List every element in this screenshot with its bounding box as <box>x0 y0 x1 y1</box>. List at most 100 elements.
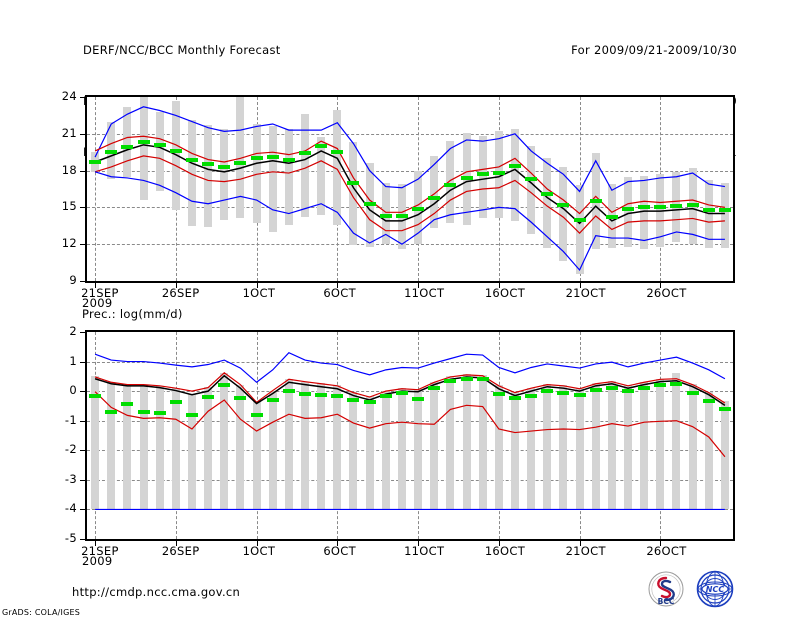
observed-marker <box>266 398 279 402</box>
y-axis-tick-mark <box>80 509 85 511</box>
observed-marker <box>169 400 182 405</box>
observed-marker <box>412 206 425 211</box>
y-axis-tick-mark <box>80 332 85 333</box>
ensemble-spread-bar <box>349 142 358 246</box>
y-axis-tick-label: 0 <box>69 383 77 398</box>
ensemble-spread-bar <box>171 387 180 510</box>
x-axis-tick-mark <box>95 283 97 288</box>
precipitation-title: Prec.: log(mm/d) <box>82 307 183 321</box>
observed-marker <box>105 150 118 155</box>
observed-marker <box>508 163 521 168</box>
y-axis-tick-mark <box>80 539 85 540</box>
ensemble-spread-bar <box>430 381 439 510</box>
y-axis-tick-label: -4 <box>64 501 77 516</box>
grads-credit: GrADS: COLA/IGES <box>2 608 81 617</box>
observed-marker <box>460 175 473 180</box>
x-axis-tick-label: 21OCT <box>565 286 606 300</box>
series-min <box>94 171 725 272</box>
ensemble-spread-bar <box>91 375 100 510</box>
ensemble-spread-bar <box>559 166 568 262</box>
observed-marker <box>185 157 198 162</box>
x-axis-tick-label: 26SEP <box>161 544 200 558</box>
ensemble-spread-bar <box>317 382 326 510</box>
observed-marker <box>379 393 392 398</box>
observed-marker <box>686 202 699 207</box>
precipitation-plot-area <box>85 330 735 541</box>
ensemble-spread-bar <box>559 385 568 510</box>
observed-marker <box>557 202 570 207</box>
ensemble-spread-bar <box>301 114 310 218</box>
y-axis-tick-mark <box>80 133 85 135</box>
y-axis-tick-label: 9 <box>69 273 77 287</box>
gridline-horizontal <box>87 244 733 246</box>
observed-marker <box>266 155 279 160</box>
y-axis-tick-mark <box>80 479 85 481</box>
observed-marker <box>331 394 344 399</box>
observed-marker <box>589 387 602 392</box>
y-axis-tick-label: -1 <box>64 412 77 427</box>
ensemble-spread-bar <box>365 396 374 510</box>
y-axis-tick-mark <box>80 420 85 422</box>
observed-marker <box>541 191 554 196</box>
ensemble-spread-bar <box>187 393 196 510</box>
observed-marker <box>412 397 425 402</box>
observed-marker <box>363 400 376 405</box>
ensemble-spread-bar <box>607 380 616 510</box>
ensemble-spread-bar <box>527 146 536 235</box>
observed-marker <box>702 398 715 403</box>
series-lower_quartile <box>94 155 725 235</box>
agency-logos: BCC NCC <box>644 570 754 610</box>
y-axis-tick-label: -3 <box>64 471 77 486</box>
bcc-logo: BCC <box>648 571 684 607</box>
observed-marker <box>137 410 150 415</box>
ensemble-spread-bar <box>236 385 245 510</box>
ensemble-spread-bar <box>123 106 132 177</box>
series-lines <box>94 351 726 511</box>
observed-marker <box>169 148 182 153</box>
observed-marker <box>218 382 231 387</box>
ensemble-spread-bar <box>510 391 519 510</box>
observed-marker <box>105 410 118 415</box>
x-axis-tick-mark <box>175 283 177 288</box>
x-axis-tick-mark <box>337 541 339 546</box>
series-upper_quartile <box>94 372 726 404</box>
observed-marker <box>444 378 457 383</box>
source-url[interactable]: http://cmdp.ncc.cma.gov.cn <box>72 585 241 599</box>
x-axis-tick-label: 16OCT <box>484 286 526 300</box>
y-axis-tick-mark <box>80 244 85 246</box>
ensemble-spread-bar <box>139 384 148 510</box>
observed-marker <box>525 177 538 182</box>
observed-marker <box>218 164 231 169</box>
observed-marker <box>541 388 554 393</box>
observed-marker <box>476 172 489 177</box>
x-axis-tick-label: 26SEP <box>161 286 200 300</box>
x-axis-tick-label: 21SEP <box>81 544 119 558</box>
x-axis-tick-label: 16OCT <box>484 544 526 558</box>
observed-marker <box>363 201 376 206</box>
y-axis-tick-mark <box>80 281 85 282</box>
ensemble-spread-bar <box>187 120 196 226</box>
observed-marker <box>347 180 360 185</box>
ensemble-spread-bar <box>381 182 390 245</box>
y-axis-tick-mark <box>80 207 85 209</box>
ensemble-spread-bar <box>252 123 261 224</box>
ensemble-spread-bar <box>656 378 665 510</box>
ensemble-spread-bar <box>704 391 713 510</box>
x-axis-tick-mark <box>256 283 258 288</box>
observed-marker <box>185 412 198 417</box>
ensemble-spread-bar <box>107 382 116 510</box>
observed-marker <box>573 392 586 397</box>
ensemble-spread-bar <box>430 155 439 229</box>
observed-marker <box>460 376 473 381</box>
observed-marker <box>331 150 344 155</box>
observed-marker <box>476 377 489 382</box>
observed-marker <box>121 145 134 150</box>
ensemble-spread-bar <box>543 383 552 510</box>
observed-marker <box>508 395 521 400</box>
y-axis-tick-label: -5 <box>64 531 77 545</box>
ensemble-spread-bar <box>462 373 471 510</box>
x-axis-tick-label: 26OCT <box>646 286 687 300</box>
x-axis-tick-label: 11OCT <box>404 544 445 558</box>
y-axis-tick-label: 24 <box>61 89 77 103</box>
observed-marker <box>234 161 247 166</box>
